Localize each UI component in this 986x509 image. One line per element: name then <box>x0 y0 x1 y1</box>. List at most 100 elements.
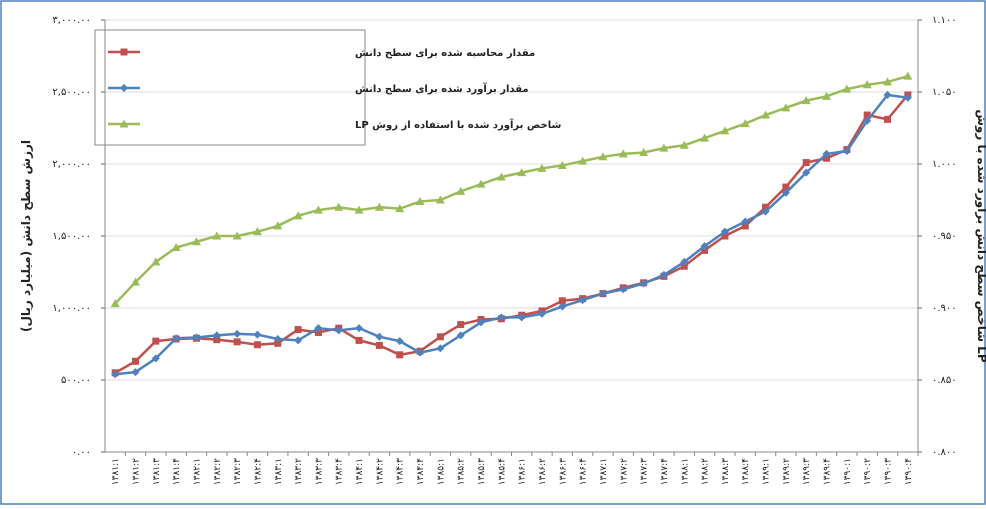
legend-marker <box>119 119 129 128</box>
data-point <box>294 326 302 334</box>
series-line <box>115 93 909 376</box>
data-point <box>639 147 649 156</box>
data-point <box>883 90 892 99</box>
legend-marker <box>120 48 128 56</box>
x-tick-label: ۱۳۸۸:۴ <box>741 458 751 485</box>
data-point <box>537 309 546 318</box>
y2-tick-label: ۰.۸۵۰ <box>932 375 957 386</box>
x-tick-label: ۱۳۸۵:۳ <box>477 458 487 485</box>
x-tick-label: ۱۳۸۷:۳ <box>640 458 650 485</box>
x-tick-label: ۱۳۸۷:۴ <box>660 458 670 485</box>
data-point <box>354 205 364 214</box>
data-point <box>130 277 140 286</box>
data-point <box>334 326 343 335</box>
data-point <box>232 231 242 240</box>
data-point <box>152 337 160 345</box>
data-point <box>456 331 465 340</box>
data-point <box>375 341 383 349</box>
data-point <box>721 232 729 240</box>
data-point <box>191 237 201 246</box>
data-point <box>761 207 770 216</box>
data-point <box>801 96 811 105</box>
data-point <box>273 334 282 343</box>
data-point <box>517 313 526 322</box>
data-point <box>720 126 730 135</box>
y2-tick-label: ۱.۰۵۰ <box>932 87 957 98</box>
data-point <box>558 302 567 311</box>
data-point <box>233 338 241 346</box>
x-tick-label: ۱۳۸۱:۲ <box>131 458 141 485</box>
data-point <box>314 324 323 333</box>
x-tick-label: ۱۳۸۶:۴ <box>579 458 589 485</box>
data-point <box>395 337 404 346</box>
data-point <box>111 370 120 379</box>
x-tick-label: ۱۳۸۹:۳ <box>802 458 812 485</box>
data-point <box>436 333 444 341</box>
data-point <box>701 246 709 254</box>
x-tick-label: ۱۳۸۱:۳ <box>152 458 162 485</box>
data-point <box>558 297 566 305</box>
data-point <box>883 77 893 86</box>
x-tick-label: ۱۳۸۹:۲ <box>782 458 792 485</box>
data-point <box>903 71 913 80</box>
data-point <box>842 84 852 93</box>
data-point <box>680 257 689 266</box>
x-tick-label: ۱۳۸۲:۴ <box>253 458 263 485</box>
x-tick-label: ۱۳۸۳:۲ <box>294 458 304 485</box>
data-point <box>802 159 810 167</box>
data-point <box>822 91 832 100</box>
x-tick-label: ۱۳۸۶:۳ <box>558 458 568 485</box>
x-tick-label: ۱۳۸۹:۴ <box>823 458 833 485</box>
data-point <box>172 334 181 343</box>
data-point <box>110 299 120 308</box>
data-point <box>395 204 405 213</box>
data-point <box>802 168 811 177</box>
data-point <box>557 160 567 169</box>
x-tick-label: ۱۳۸۸:۲ <box>701 458 711 485</box>
x-tick-label: ۱۳۸۴:۳ <box>396 458 406 485</box>
x-tick-label: ۱۳۹۰:۲ <box>863 458 873 485</box>
data-point <box>273 221 283 230</box>
y-tick-label: ۲,۰۰۰.۰۰ <box>52 159 91 170</box>
data-point <box>274 339 282 347</box>
x-tick-label: ۱۳۸۴:۴ <box>416 458 426 485</box>
data-point <box>578 156 588 165</box>
y-axis-title: ارزش سطح دانش (میلیارد ریال) <box>19 140 33 332</box>
data-point <box>517 168 527 177</box>
data-point <box>293 211 303 220</box>
x-tick-label: ۱۳۸۲:۳ <box>233 458 243 485</box>
data-point <box>598 152 608 161</box>
y2-tick-label: ۰.۹۵۰ <box>932 231 957 242</box>
x-tick-label: ۱۳۸۳:۳ <box>314 458 324 485</box>
data-point <box>415 196 425 205</box>
data-point <box>252 227 262 236</box>
data-point <box>619 285 628 294</box>
data-point <box>782 183 790 191</box>
x-tick-label: ۱۳۸۲:۱ <box>192 458 202 485</box>
x-tick-label: ۱۳۸۳:۴ <box>335 458 345 485</box>
legend-label: مقدار برآورد شده برای سطح دانش <box>355 82 529 95</box>
data-point <box>151 257 161 266</box>
y2-axis-title: شاخص سطح دانش برآورد شده با روش LP <box>974 109 986 362</box>
x-tick-label: ۱۳۸۴:۲ <box>375 458 385 485</box>
legend-marker <box>120 84 128 92</box>
data-point <box>762 203 770 211</box>
data-point <box>741 217 750 226</box>
data-point <box>171 243 181 252</box>
data-point <box>618 149 628 158</box>
data-point <box>862 80 872 89</box>
x-tick-label: ۱۳۸۵:۴ <box>497 458 507 485</box>
x-tick-label: ۱۳۹۰:۱ <box>843 458 853 485</box>
data-point <box>781 103 791 112</box>
data-point <box>253 330 262 339</box>
data-point <box>903 93 912 102</box>
data-point <box>537 163 547 172</box>
y2-tick-label: ۰.۸۰۰ <box>932 447 957 458</box>
data-point <box>578 296 587 305</box>
data-point <box>700 133 710 142</box>
data-point <box>822 149 831 158</box>
data-point <box>314 328 322 336</box>
y2-tick-label: ۱.۰۰۰ <box>932 159 957 170</box>
data-point <box>496 172 506 181</box>
y-tick-label: ۰.۰۰ <box>72 447 91 458</box>
